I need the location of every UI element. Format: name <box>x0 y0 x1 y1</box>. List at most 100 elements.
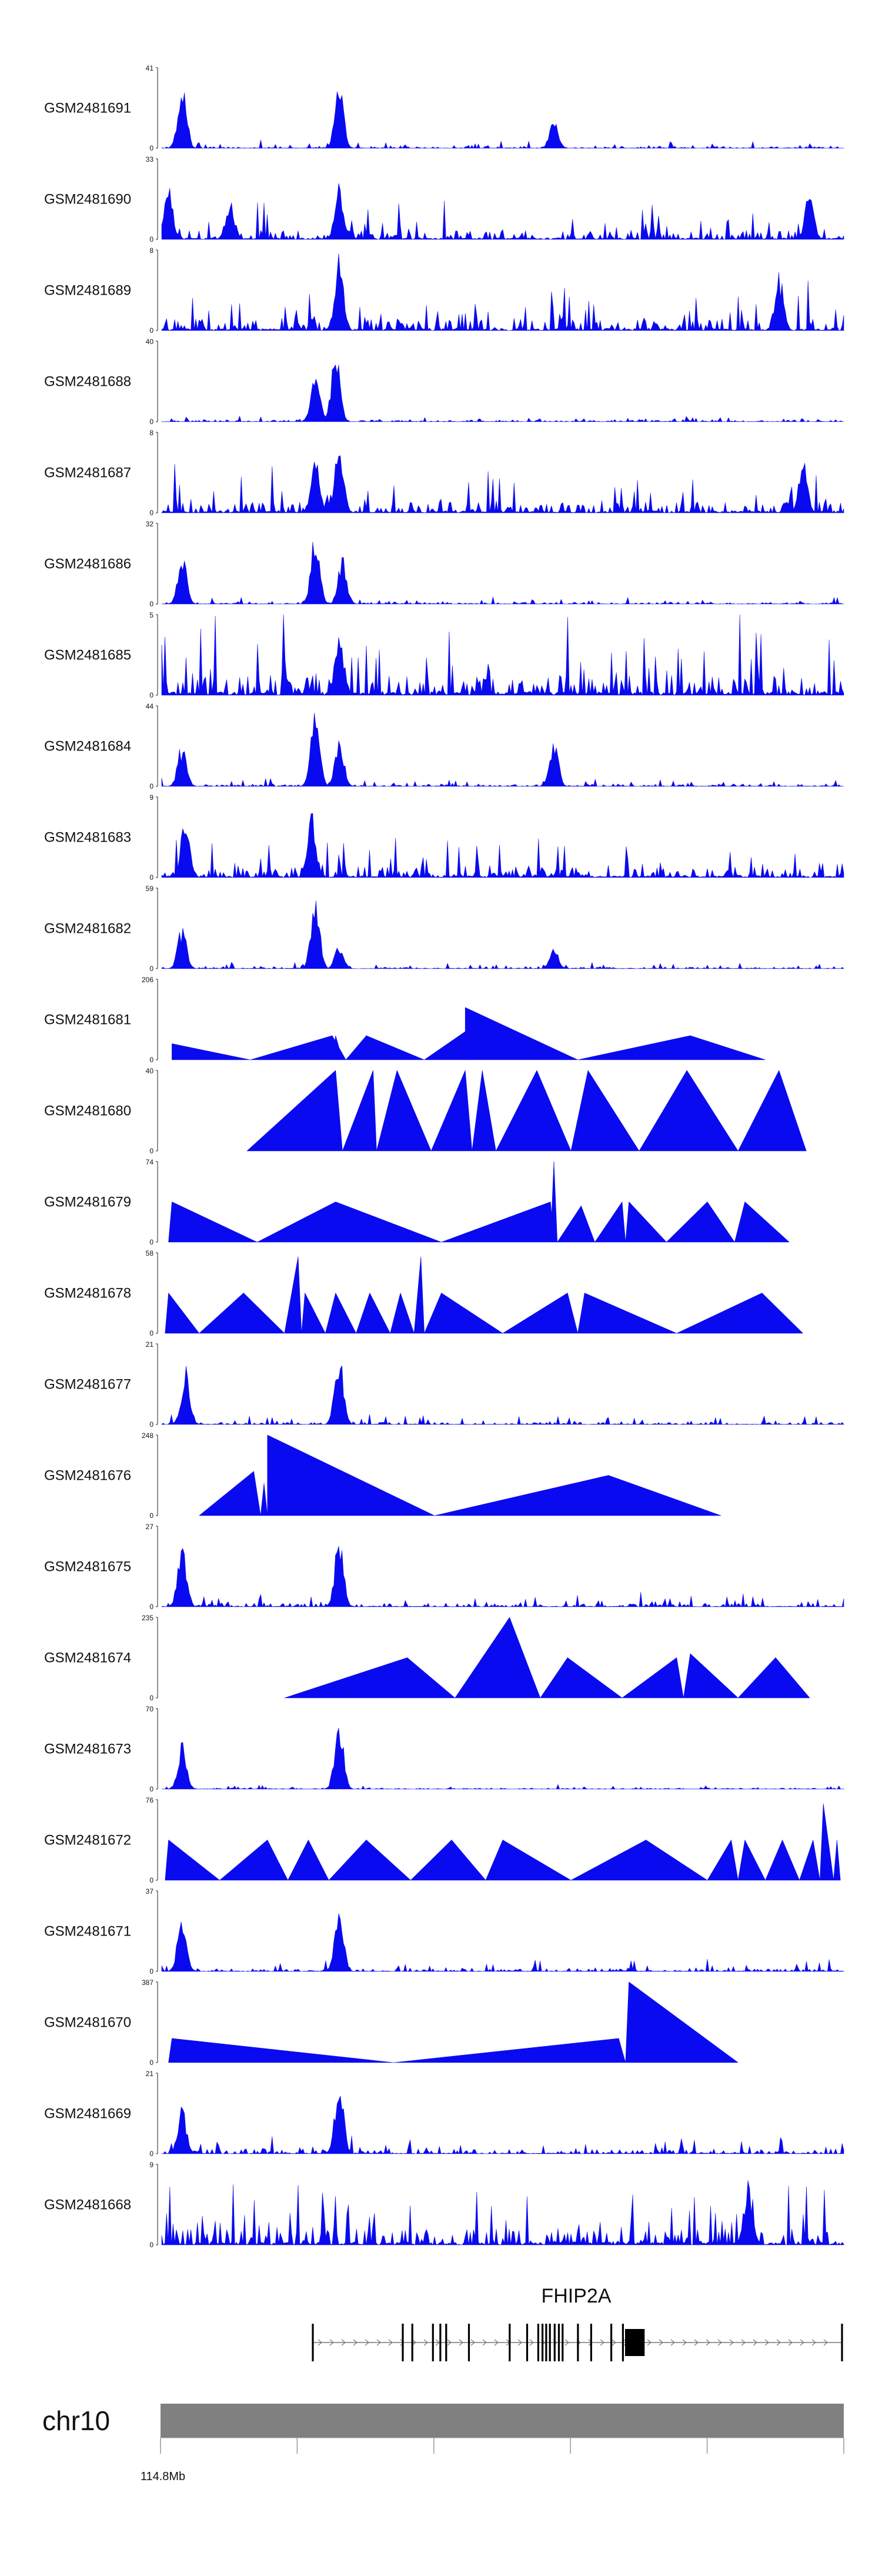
coverage-area <box>168 1981 739 2063</box>
strand-arrow <box>647 2339 652 2346</box>
strand-arrow <box>447 2339 452 2346</box>
track-GSM2481673: GSM2481673 70 0 <box>44 1705 844 1793</box>
exon-mark <box>553 2324 556 2361</box>
track-GSM2481670: GSM2481670 387 0 <box>44 1978 739 2067</box>
y-max-label: 76 <box>146 1796 154 1804</box>
track-label: GSM2481690 <box>44 192 131 208</box>
strand-arrow <box>800 2339 804 2346</box>
coverage-area <box>284 1617 810 1699</box>
y-min-label: 0 <box>149 691 153 699</box>
track-label: GSM2481679 <box>44 1194 131 1210</box>
y-max-label: 235 <box>142 1614 153 1622</box>
strand-arrow <box>612 2339 616 2346</box>
coverage-area <box>161 2180 844 2245</box>
y-min-label: 0 <box>149 2150 153 2158</box>
strand-arrow <box>823 2339 828 2346</box>
track-label: GSM2481676 <box>44 1468 131 1484</box>
coverage-area <box>168 1161 790 1243</box>
track-GSM2481685: GSM2481685 5 0 <box>44 611 844 699</box>
exon-mark <box>545 2324 547 2361</box>
strand-arrow <box>706 2339 710 2346</box>
track-label: GSM2481686 <box>44 556 131 572</box>
chromosome-axis: chr10 114.8Mb <box>42 2404 844 2483</box>
track-label: GSM2481683 <box>44 830 131 846</box>
y-max-label: 9 <box>149 793 153 802</box>
coverage-area <box>161 91 844 149</box>
track-GSM2481679: GSM2481679 74 0 <box>44 1158 790 1246</box>
strand-arrow <box>529 2339 534 2346</box>
track-GSM2481678: GSM2481678 58 0 <box>44 1249 803 1337</box>
track-label: GSM2481684 <box>44 739 131 755</box>
axis-tick-label: 114.8Mb <box>141 2470 185 2483</box>
exon-mark <box>542 2324 544 2361</box>
y-max-label: 21 <box>146 2070 154 2078</box>
y-max-label: 8 <box>149 429 153 437</box>
track-label: GSM2481674 <box>44 1650 131 1666</box>
strand-arrow <box>482 2339 487 2346</box>
coding-exon <box>625 2329 645 2356</box>
exon-mark <box>526 2324 529 2361</box>
track-GSM2481686: GSM2481686 32 0 <box>44 520 844 608</box>
coverage-area <box>161 253 844 331</box>
y-max-label: 37 <box>146 1887 154 1896</box>
strand-arrow <box>788 2339 793 2346</box>
exon-mark <box>562 2324 564 2361</box>
y-max-label: 27 <box>146 1523 154 1531</box>
exon-mark <box>312 2324 314 2361</box>
y-max-label: 74 <box>146 1158 154 1166</box>
y-min-label: 0 <box>149 600 153 608</box>
strand-arrow <box>659 2339 663 2346</box>
strand-arrow <box>353 2339 358 2346</box>
coverage-area <box>161 1728 844 1790</box>
strand-arrow <box>694 2339 699 2346</box>
exon-mark <box>445 2324 447 2361</box>
y-max-label: 21 <box>146 1340 154 1349</box>
track-label: GSM2481689 <box>44 283 131 299</box>
track-label: GSM2481669 <box>44 2106 131 2122</box>
strand-arrow <box>682 2339 687 2346</box>
coverage-area <box>165 1803 841 1881</box>
strand-arrow <box>423 2339 428 2346</box>
y-min-label: 0 <box>149 1329 153 1337</box>
exon-mark <box>402 2324 404 2361</box>
y-min-label: 0 <box>149 1238 153 1246</box>
track-GSM2481677: GSM2481677 21 0 <box>44 1340 844 1429</box>
coverage-area <box>165 1256 803 1334</box>
strand-arrow <box>776 2339 781 2346</box>
track-label: GSM2481688 <box>44 374 131 390</box>
y-max-label: 33 <box>146 155 154 163</box>
strand-arrow <box>811 2339 816 2346</box>
track-label: GSM2481678 <box>44 1286 131 1302</box>
y-min-label: 0 <box>149 418 153 426</box>
y-max-label: 44 <box>146 702 154 710</box>
track-label: GSM2481685 <box>44 648 131 663</box>
y-max-label: 40 <box>146 338 154 346</box>
strand-arrow <box>600 2339 604 2346</box>
y-max-label: 9 <box>149 2161 153 2169</box>
exon-mark <box>537 2324 539 2361</box>
strand-arrow <box>470 2339 475 2346</box>
track-label: GSM2481680 <box>44 1103 131 1119</box>
exon-mark <box>467 2324 470 2361</box>
strand-arrow <box>517 2339 522 2346</box>
y-min-label: 0 <box>149 2241 153 2249</box>
track-label: GSM2481672 <box>44 1833 131 1848</box>
strand-arrow <box>459 2339 463 2346</box>
exon-mark <box>411 2324 413 2361</box>
track-label: GSM2481687 <box>44 465 131 481</box>
gene-model: FHIP2A <box>312 2285 843 2361</box>
coverage-area <box>172 1007 766 1060</box>
coverage-area <box>161 713 844 787</box>
y-min-label: 0 <box>149 1147 153 1155</box>
chromosome-label: chr10 <box>42 2405 110 2436</box>
exon-mark <box>577 2324 579 2361</box>
coverage-area <box>161 183 844 240</box>
y-max-label: 41 <box>146 64 154 72</box>
exon-mark <box>610 2324 613 2361</box>
y-max-label: 206 <box>142 976 153 984</box>
y-min-label: 0 <box>149 235 153 243</box>
track-GSM2481683: GSM2481683 9 0 <box>44 793 844 882</box>
exon-mark <box>557 2324 560 2361</box>
track-label: GSM2481673 <box>44 1741 131 1757</box>
